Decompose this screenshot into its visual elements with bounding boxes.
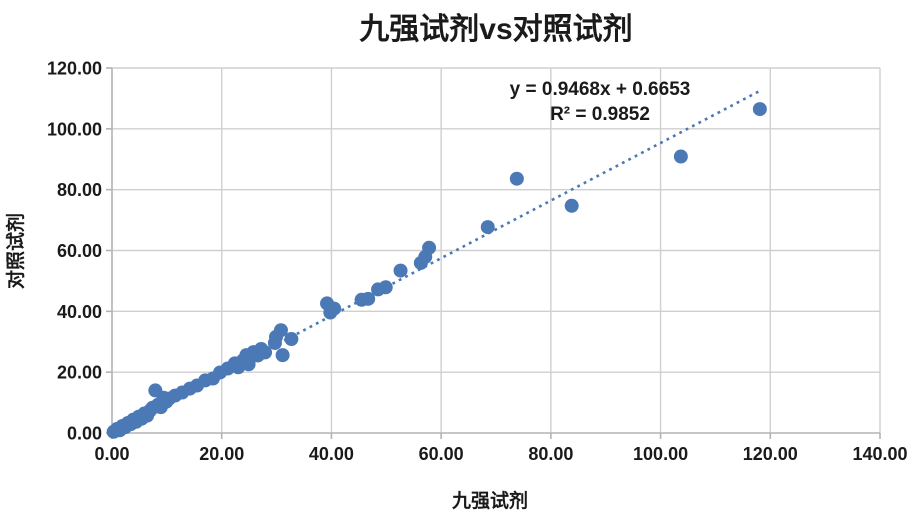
x-tick-label: 80.00 bbox=[528, 444, 573, 464]
scatter-point bbox=[752, 102, 767, 117]
y-tick-label: 80.00 bbox=[57, 180, 102, 200]
x-tick-label: 120.00 bbox=[743, 444, 798, 464]
tick-marks bbox=[106, 67, 881, 439]
scatter-point bbox=[273, 323, 288, 338]
scatter-point bbox=[393, 263, 408, 278]
x-tick-label: 140.00 bbox=[852, 444, 907, 464]
x-axis-title: 九强试剂 bbox=[451, 489, 528, 512]
scatter-points bbox=[106, 102, 767, 439]
x-tick-label: 100.00 bbox=[633, 444, 688, 464]
y-tick-label: 40.00 bbox=[57, 302, 102, 322]
scatter-point bbox=[378, 280, 393, 295]
scatter-point bbox=[258, 345, 273, 360]
chart-title: 九强试剂vs对照试剂 bbox=[359, 13, 632, 46]
y-axis-title: 对照试剂 bbox=[4, 213, 27, 289]
x-tick-label: 20.00 bbox=[199, 444, 244, 464]
scatter-point bbox=[509, 171, 524, 186]
trend-r2-label: R² = 0.9852 bbox=[550, 104, 650, 125]
y-tick-label: 20.00 bbox=[57, 363, 102, 383]
scatter-point bbox=[480, 220, 495, 235]
y-tick-label: 0.00 bbox=[67, 424, 102, 444]
scatter-point bbox=[361, 291, 376, 306]
scatter-point bbox=[673, 149, 688, 164]
x-tick-label: 60.00 bbox=[419, 444, 464, 464]
x-tick-label: 0.00 bbox=[94, 444, 129, 464]
scatter-point bbox=[564, 198, 579, 213]
y-tick-labels: 0.00 20.00 40.00 60.00 80.00 100.00 120.00 bbox=[47, 59, 102, 444]
gridlines bbox=[112, 67, 881, 433]
scatter-point bbox=[275, 348, 290, 363]
scatter-point bbox=[323, 305, 338, 320]
y-tick-label: 100.00 bbox=[47, 119, 102, 139]
y-tick-label: 60.00 bbox=[57, 241, 102, 261]
scatter-point bbox=[422, 240, 437, 255]
scatter-point bbox=[284, 332, 299, 347]
y-tick-label: 120.00 bbox=[47, 59, 102, 79]
trend-equation-label: y = 0.9468x + 0.6653 bbox=[510, 79, 691, 100]
x-tick-label: 40.00 bbox=[309, 444, 354, 464]
x-tick-labels: 0.00 20.00 40.00 60.00 80.00 100.00 120.00 140.… bbox=[94, 444, 907, 464]
